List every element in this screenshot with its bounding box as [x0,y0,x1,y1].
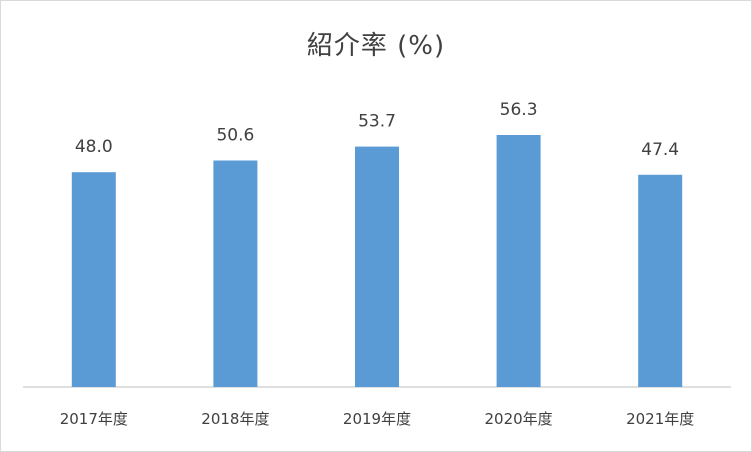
value-label-2019年度: 53.7 [358,112,396,132]
bar-2021年度 [638,174,683,387]
value-label-2018年度: 50.6 [216,126,254,146]
chart-title: 紹介率 (%) [306,31,446,61]
x-tick-label-2021年度: 2021年度 [626,410,694,428]
x-tick-label-2018年度: 2018年度 [201,410,269,428]
bar-2017年度 [71,172,116,387]
value-label-2021年度: 47.4 [641,140,679,160]
bar-2018年度 [213,160,258,387]
x-tick-label-2019年度: 2019年度 [343,410,411,428]
value-label-2020年度: 56.3 [500,100,538,120]
bars-group [71,135,683,387]
x-tick-label-2020年度: 2020年度 [485,410,553,428]
value-label-2017年度: 48.0 [75,137,113,157]
x-tick-label-2017年度: 2017年度 [60,410,128,428]
bar-2020年度 [496,135,541,387]
value-labels-group: 48.0 50.6 53.7 56.3 47.4 [75,100,679,160]
x-tick-labels: 2017年度 2018年度 2019年度 2020年度 2021年度 [60,410,695,428]
bar-2019年度 [355,146,399,387]
